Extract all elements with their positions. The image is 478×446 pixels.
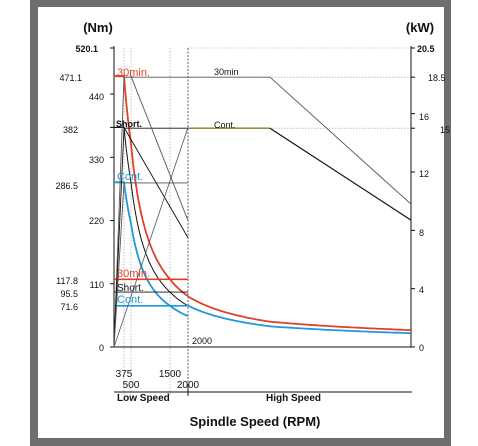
right-tick-5: 8 [419, 228, 424, 238]
power-low-short [113, 127, 188, 348]
label-upper-cont: Cont. [117, 171, 143, 183]
corner-speed-label: 2000 [192, 336, 212, 346]
left-tick-0: 520.1 [75, 44, 98, 54]
right-tick-7: 0 [419, 343, 424, 353]
label-lower-cont: Cont. [117, 294, 143, 306]
right-tick-6: 4 [419, 285, 424, 295]
label-lower-30min: 30min. [117, 268, 150, 280]
left-tick-11: 0 [99, 343, 104, 353]
label-upper-short: Short. [116, 119, 142, 129]
right-tick-0: 20.5 [417, 44, 435, 54]
label-power-cont: Cont. [214, 120, 236, 130]
torque-low-2 [114, 181, 189, 317]
left-tick-7: 117.8 [56, 276, 78, 286]
right-tick-4: 12 [419, 169, 429, 179]
label-lower-short: Short. [117, 283, 144, 294]
torque-high-cont [187, 304, 412, 335]
power-high-cont-drop [269, 127, 412, 221]
left-tick-9: 95.5 [60, 289, 78, 299]
x-tick-1500: 1500 [159, 369, 182, 380]
chart-panel [38, 7, 444, 438]
torque-drop-30min [130, 76, 189, 221]
series-group [113, 75, 412, 348]
left-tick-10: 71.6 [60, 302, 78, 312]
x-tick-375: 375 [116, 369, 133, 380]
left-tick-6: 220 [89, 216, 104, 226]
left-tick-2: 440 [89, 92, 104, 102]
left-tick-3: 382 [63, 125, 78, 135]
left-tick-8: 110 [90, 280, 104, 290]
right-tick-1: 18.5 [428, 73, 446, 83]
x-axis-label: Spindle Speed (RPM) [190, 414, 321, 429]
right-tick-3: 15 [440, 125, 450, 135]
torque-low-1 [114, 126, 189, 307]
y-right-label: (kW) [406, 20, 434, 35]
right-tick-2: 16 [419, 112, 429, 122]
left-tick-5: 286.5 [55, 181, 78, 191]
torque-low-0 [114, 75, 189, 297]
axes [110, 46, 415, 396]
power-high-30min [188, 76, 412, 205]
left-tick-4: 330 [89, 155, 104, 165]
x-tick-500: 500 [123, 380, 140, 391]
label-power-30min: 30min [214, 67, 239, 77]
rise-cont [113, 127, 189, 348]
power-low-cont [113, 182, 188, 348]
left-tick-1: 471.1 [59, 73, 82, 83]
range-high-speed: High Speed [266, 393, 321, 404]
label-upper-30min: 30min. [117, 67, 150, 79]
y-left-label: (Nm) [83, 20, 113, 35]
range-low-speed: Low Speed [117, 393, 170, 404]
torque-drop-short [123, 127, 189, 238]
x-tick-2000: 2000 [177, 380, 200, 391]
grid-lines [114, 47, 411, 396]
torque-high-30min [187, 295, 412, 331]
